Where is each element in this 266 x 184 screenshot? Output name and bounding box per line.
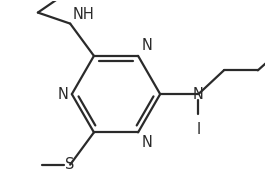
Text: NH: NH [73,7,94,22]
Text: N: N [193,87,204,102]
Text: N: N [57,87,68,102]
Text: N: N [142,38,152,53]
Text: I: I [196,122,201,137]
Text: S: S [65,157,75,172]
Text: N: N [142,135,152,150]
